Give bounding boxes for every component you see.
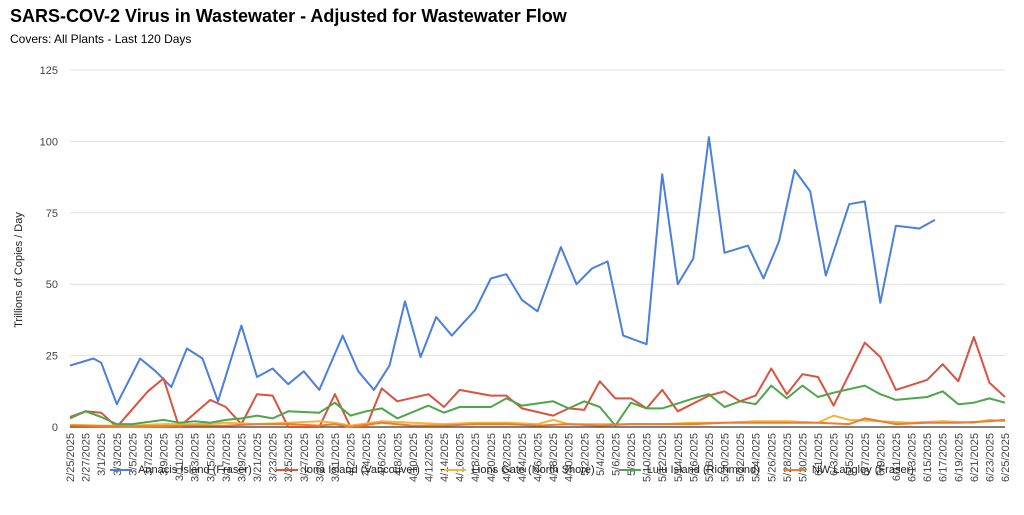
y-tick-label: 0	[52, 422, 58, 434]
y-tick-label: 100	[40, 136, 58, 148]
x-tick-label: 3/21/2025	[252, 433, 264, 482]
x-tick-label: 3/7/2025	[143, 433, 155, 476]
x-tick-label: 5/20/2025	[720, 433, 732, 482]
y-axis-ticks: 0 25 50 75 100 125	[40, 65, 58, 434]
series-line	[69, 417, 1006, 428]
x-tick-label: 3/1/2025	[96, 433, 108, 476]
x-tick-label: 6/3/2025	[829, 433, 841, 476]
legend-item: Lions Gate (North Shore)	[443, 464, 595, 476]
x-tick-label: 6/17/2025	[938, 433, 950, 482]
x-tick-label: 3/15/2025	[205, 433, 217, 482]
legend-item: Annacis Island (Fraser)	[110, 464, 252, 476]
x-tick-label: 6/23/2025	[984, 433, 996, 482]
x-tick-label: 5/12/2025	[657, 433, 669, 482]
x-tick-label: 4/2/2025	[346, 433, 358, 476]
y-tick-label: 125	[40, 65, 58, 77]
x-tick-label: 5/24/2025	[751, 433, 763, 482]
x-tick-label: 3/5/2025	[127, 433, 139, 476]
legend-label: Lions Gate (North Shore)	[471, 464, 595, 476]
x-tick-label: 6/1/2025	[813, 433, 825, 476]
series-line	[69, 414, 1006, 427]
legend-label: Annacis Island (Fraser)	[138, 464, 252, 476]
x-tick-label: 5/26/2025	[766, 433, 778, 482]
x-tick-label: 6/19/2025	[953, 433, 965, 482]
x-tick-label: 6/9/2025	[875, 433, 887, 476]
series-line	[69, 136, 936, 406]
x-tick-label: 4/6/2025	[377, 433, 389, 476]
x-tick-label: 5/18/2025	[704, 433, 716, 482]
x-tick-label: 6/11/2025	[891, 433, 903, 481]
x-tick-label: 2/27/2025	[81, 433, 93, 482]
x-tick-label: 6/13/2025	[907, 433, 919, 482]
x-tick-label: 3/17/2025	[221, 433, 233, 482]
chart-legend: Annacis Island (Fraser) Iona Island (Vanc…	[0, 464, 1024, 476]
x-tick-label: 3/3/2025	[112, 433, 124, 476]
x-tick-label: 6/5/2025	[844, 433, 856, 476]
gridlines	[70, 69, 1005, 428]
x-tick-label: 4/20/2025	[486, 433, 498, 482]
y-axis-label: Trillions of Copies / Day	[13, 212, 25, 328]
x-tick-label: 3/11/2025	[174, 433, 186, 481]
legend-item: Lulu Island (Richmond)	[618, 464, 760, 476]
x-tick-label: 2/25/2025	[65, 433, 77, 482]
x-tick-label: 6/7/2025	[860, 433, 872, 476]
legend-swatch	[783, 469, 806, 471]
x-tick-label: 6/25/2025	[1000, 433, 1012, 482]
x-tick-label: 5/2/2025	[579, 433, 591, 476]
x-tick-label: 3/13/2025	[190, 433, 202, 482]
y-tick-label: 25	[46, 351, 58, 363]
legend-item: NW Langley (Fraser)	[783, 464, 914, 476]
legend-label: Lulu Island (Richmond)	[646, 464, 760, 476]
chart-title: SARS-COV-2 Virus in Wastewater - Adjuste…	[10, 6, 567, 26]
x-tick-label: 6/15/2025	[922, 433, 934, 482]
x-tick-label: 5/4/2025	[595, 433, 607, 476]
x-tick-label: 5/8/2025	[626, 433, 638, 476]
x-tick-label: 5/16/2025	[688, 433, 700, 482]
legend-label: Iona Island (Vancouver)	[303, 464, 420, 476]
x-tick-label: 3/31/2025	[330, 433, 342, 482]
series-line	[69, 384, 1006, 427]
x-tick-label: 4/10/2025	[408, 433, 420, 482]
legend-swatch	[618, 469, 641, 471]
x-tick-label: 3/27/2025	[299, 433, 311, 482]
series-lines	[69, 136, 1006, 428]
x-tick-label: 4/28/2025	[548, 433, 560, 482]
x-tick-label: 4/8/2025	[392, 433, 404, 476]
x-tick-label: 4/18/2025	[470, 433, 482, 482]
x-tick-label: 3/9/2025	[159, 433, 171, 476]
x-tick-label: 4/26/2025	[533, 433, 545, 482]
x-tick-label: 5/10/2025	[642, 433, 654, 482]
x-tick-label: 3/19/2025	[236, 433, 248, 482]
x-tick-label: 4/24/2025	[517, 433, 529, 482]
x-tick-label: 6/21/2025	[969, 433, 981, 482]
x-tick-label: 4/12/2025	[423, 433, 435, 482]
x-axis-ticks: 2/25/2025 2/27/2025 3/1/2025 3/3/2025 3/5/20…	[65, 433, 1012, 482]
series-line	[69, 336, 1006, 428]
legend-swatch	[443, 469, 466, 471]
x-tick-label: 5/6/2025	[610, 433, 622, 476]
y-tick-label: 50	[46, 279, 58, 291]
chart-subtitle: Covers: All Plants - Last 120 Days	[10, 32, 192, 46]
x-tick-label: 4/22/2025	[501, 433, 513, 482]
x-tick-label: 3/29/2025	[314, 433, 326, 482]
legend-label: NW Langley (Fraser)	[811, 464, 914, 476]
x-tick-label: 4/30/2025	[564, 433, 576, 482]
legend-swatch	[275, 469, 298, 471]
x-tick-label: 4/4/2025	[361, 433, 373, 476]
legend-item: Iona Island (Vancouver)	[275, 464, 420, 476]
x-tick-label: 5/22/2025	[735, 433, 747, 482]
legend-swatch	[110, 469, 133, 471]
x-tick-label: 5/14/2025	[673, 433, 685, 482]
y-tick-label: 75	[46, 208, 58, 220]
